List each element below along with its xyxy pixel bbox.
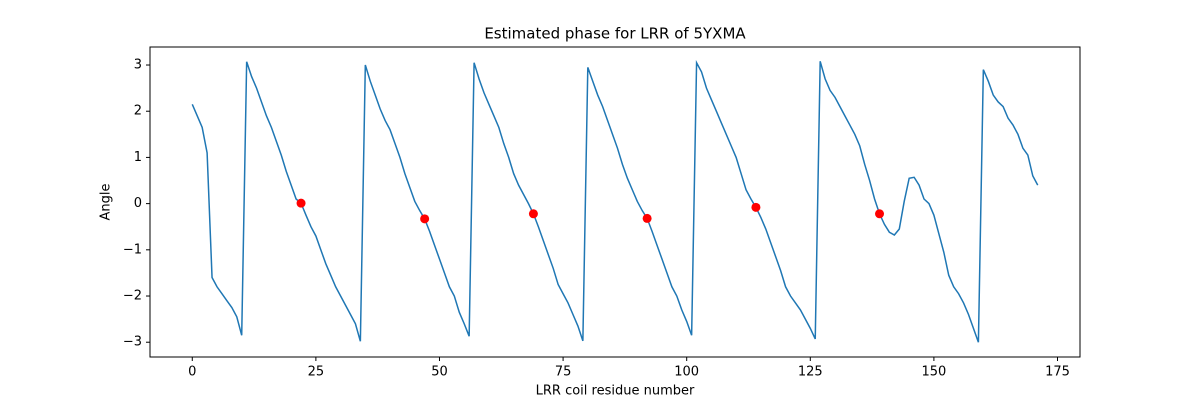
x-tick-label: 0 [188, 365, 196, 380]
x-tick-label: 100 [674, 365, 699, 380]
y-tick-label: −3 [123, 335, 142, 350]
phase-line [191, 59, 1039, 343]
y-tick-label: 1 [134, 150, 142, 165]
x-tick-label: 25 [308, 365, 325, 380]
point [642, 213, 652, 223]
y-tick-label: 0 [134, 196, 142, 211]
point [528, 209, 538, 219]
plot-frame [149, 46, 1081, 358]
x-tick-label: 125 [798, 365, 823, 380]
y-tick-label: 3 [134, 58, 142, 73]
y-tick-label: 2 [134, 104, 142, 119]
y-tick-label: −1 [123, 242, 142, 257]
y-tick-label: −2 [123, 289, 142, 304]
x-tick-label: 175 [1045, 365, 1070, 380]
y-axis-label: Angle [99, 184, 114, 221]
x-axis-label: LRR coil residue number [536, 384, 695, 399]
point [875, 209, 885, 219]
point [751, 202, 761, 212]
x-tick-label: 150 [921, 365, 946, 380]
point [420, 214, 430, 224]
chart-title: Estimated phase for LRR of 5YXMA [484, 25, 746, 43]
x-tick-label: 75 [555, 365, 572, 380]
x-tick-label: 50 [431, 365, 448, 380]
point [296, 198, 306, 208]
